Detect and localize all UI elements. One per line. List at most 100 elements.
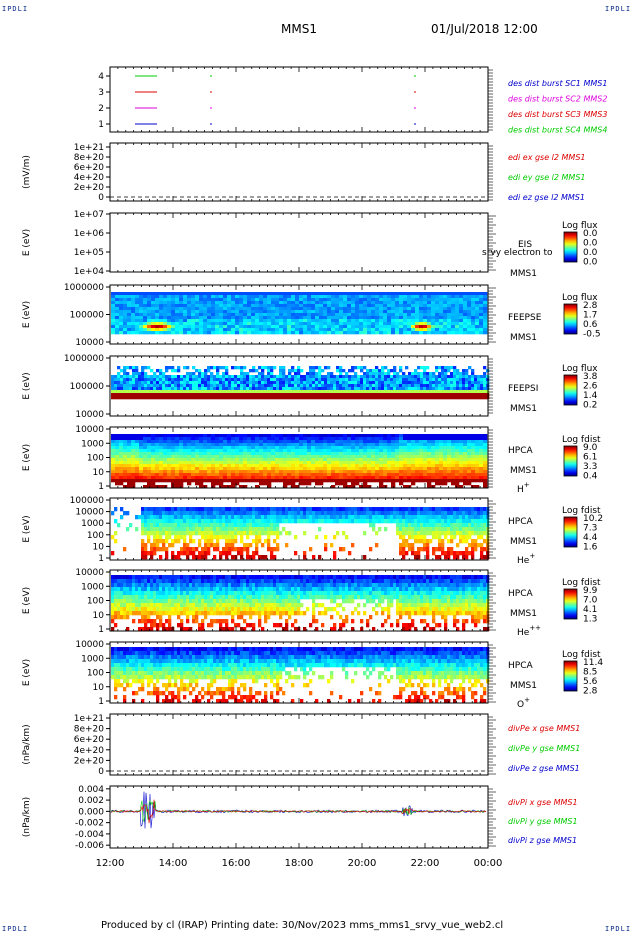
spectrogram-cell — [387, 301, 392, 305]
spectrogram-cell — [295, 440, 300, 444]
spectrogram-cell — [483, 313, 488, 317]
spectrogram-cell — [403, 322, 408, 326]
spectrogram-cell — [175, 298, 180, 302]
spectrogram-cell — [455, 455, 460, 459]
spectrogram-cell — [371, 458, 376, 462]
spectrogram-cell — [312, 387, 316, 391]
spectrogram-cell — [467, 482, 472, 486]
colorbar-tick-label: 0.4 — [583, 472, 598, 482]
spectrogram-cell — [111, 387, 115, 391]
spectrogram-cell — [443, 479, 448, 483]
spectrogram-cell — [251, 437, 256, 441]
spectrogram-cell — [415, 461, 420, 465]
spectrogram-cell — [222, 507, 226, 512]
spectrogram-cell — [360, 387, 364, 391]
spectrogram-cell — [311, 452, 316, 456]
spectrogram-cell — [335, 325, 340, 329]
spectrogram-cell — [318, 393, 322, 397]
spectrogram-cell — [351, 443, 356, 447]
spectrogram-cell — [239, 295, 244, 299]
spectrogram-cell — [291, 485, 296, 489]
spectrogram-cell — [179, 476, 184, 480]
spectrogram-cell — [135, 328, 140, 332]
spectrogram-cell — [120, 375, 124, 379]
spectrogram-cell — [378, 378, 382, 382]
y-tick-label: 2e+20 — [74, 183, 105, 193]
spectrogram-cell — [383, 298, 388, 302]
spectrogram-cell — [459, 473, 464, 477]
spectrogram-cell — [315, 375, 319, 379]
spectrogram-cell — [371, 316, 376, 320]
spectrogram-cell — [223, 322, 228, 326]
spectrogram-cell — [447, 470, 452, 474]
spectrogram-cell — [159, 387, 163, 391]
spectrogram-cell — [171, 446, 176, 450]
spectrogram-cell — [127, 298, 132, 302]
spectrogram-cell — [477, 393, 481, 397]
y-tick-label: 10000 — [75, 425, 104, 435]
spectrogram-cell — [375, 298, 380, 302]
spectrogram-cell — [251, 476, 256, 480]
spectrogram-cell — [395, 473, 400, 477]
spectrogram-cell — [467, 446, 472, 450]
spectrogram-cell — [141, 387, 145, 391]
spectrogram-cell — [444, 378, 448, 382]
spectrogram-cell — [420, 390, 424, 394]
spectrogram-cell — [335, 310, 340, 314]
spectrogram-cell — [451, 458, 456, 462]
spectrogram-cell — [360, 366, 364, 370]
spectrogram-cell — [360, 369, 364, 373]
spectrogram-cell — [399, 319, 404, 323]
spectrogram-cell — [191, 434, 196, 438]
spectrogram-cell — [411, 452, 416, 456]
spectrogram-cell — [267, 375, 271, 379]
spectrogram-cell — [447, 313, 452, 317]
spectrogram-cell — [323, 313, 328, 317]
spectrogram-cell — [135, 319, 140, 323]
spectrogram-cell — [363, 378, 367, 382]
spectrogram-cell — [312, 381, 316, 385]
spectrogram-cell — [147, 464, 152, 468]
spectrogram-cell — [175, 443, 180, 447]
spectrogram-cell — [295, 458, 300, 462]
spectrogram-cell — [174, 369, 178, 373]
spectrogram-cell — [119, 467, 124, 471]
spectrogram-cell — [179, 452, 184, 456]
spectrogram-cell — [431, 479, 436, 483]
spectrogram-cell — [115, 455, 120, 459]
spectrogram-cell — [395, 301, 400, 305]
spectrogram-cell — [223, 301, 228, 305]
spectrogram-cell — [453, 387, 457, 391]
spectrogram-cell — [405, 378, 409, 382]
spectrogram-cell — [239, 458, 244, 462]
spectrogram-cell — [429, 396, 433, 400]
spectrogram-cell — [273, 390, 277, 394]
spectrogram-cell — [159, 473, 164, 477]
spectrogram-cell — [336, 384, 340, 388]
spectrogram-cell — [407, 479, 412, 483]
spectrogram-cell — [327, 440, 332, 444]
spectrogram-cell — [319, 467, 324, 471]
spectrogram-cell — [411, 328, 416, 332]
spectrogram-cell — [143, 458, 148, 462]
spectrogram-cell — [387, 449, 392, 453]
spectrogram-cell — [384, 393, 388, 397]
spectrogram-cell — [151, 304, 156, 308]
spectrogram-cell — [383, 461, 388, 465]
spectrogram-cell — [167, 461, 172, 465]
spectrogram-cell — [307, 295, 312, 299]
spectrogram-cell — [336, 375, 340, 379]
spectrogram-cell — [363, 331, 368, 335]
spectrogram-cell — [255, 378, 259, 382]
spectrogram-cell — [225, 381, 229, 385]
spectrogram-cell — [267, 387, 271, 391]
spectrogram-cell — [307, 467, 312, 471]
spectrogram-cell — [468, 366, 472, 370]
spectrogram-cell — [259, 301, 264, 305]
spectrogram-cell — [347, 316, 352, 320]
spectrogram-cell — [319, 313, 324, 317]
spectrogram-cell — [330, 381, 334, 385]
spectrogram-cell — [438, 372, 442, 376]
spectrogram-cell — [271, 461, 276, 465]
spectrogram-cell — [479, 443, 484, 447]
